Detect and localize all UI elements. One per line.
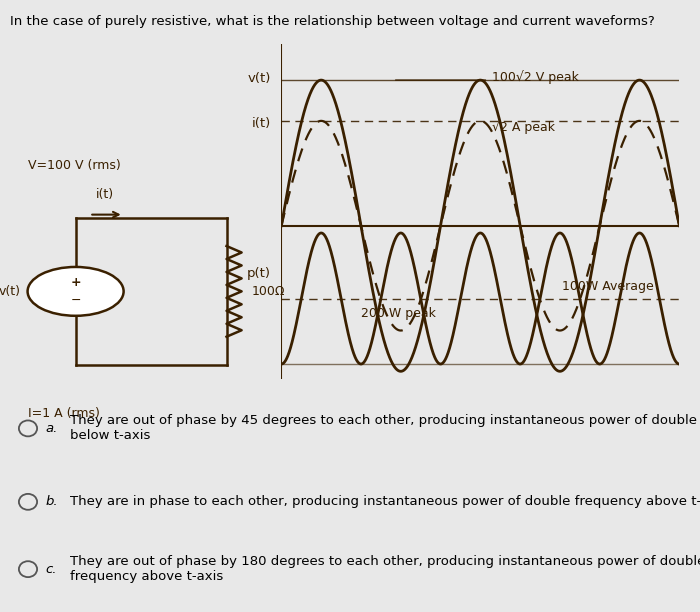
Text: p(t): p(t) bbox=[247, 267, 271, 280]
Text: They are out of phase by 180 degrees to each other, producing instantaneous powe: They are out of phase by 180 degrees to … bbox=[70, 555, 700, 583]
Text: b.: b. bbox=[46, 495, 58, 509]
Text: 200 W peak: 200 W peak bbox=[361, 307, 436, 319]
Text: 100√2 V peak: 100√2 V peak bbox=[492, 70, 579, 84]
Text: +: + bbox=[70, 276, 81, 289]
Text: V=100 V (rms): V=100 V (rms) bbox=[27, 159, 120, 173]
Text: In the case of purely resistive, what is the relationship between voltage and cu: In the case of purely resistive, what is… bbox=[10, 15, 655, 28]
Text: i(t): i(t) bbox=[252, 118, 271, 130]
Text: a.: a. bbox=[46, 422, 58, 435]
Text: v(t): v(t) bbox=[248, 72, 271, 85]
Text: 100W Average: 100W Average bbox=[562, 280, 654, 293]
Text: v(t): v(t) bbox=[0, 285, 21, 298]
Text: i(t): i(t) bbox=[96, 188, 114, 201]
Circle shape bbox=[27, 267, 124, 316]
Text: −: − bbox=[70, 294, 81, 307]
Text: c.: c. bbox=[46, 562, 57, 576]
Text: √2 A peak: √2 A peak bbox=[492, 120, 555, 133]
Text: I=1 A (rms): I=1 A (rms) bbox=[27, 407, 99, 420]
Text: They are in phase to each other, producing instantaneous power of double frequen: They are in phase to each other, produci… bbox=[70, 495, 700, 509]
Text: They are out of phase by 45 degrees to each other, producing instantaneous power: They are out of phase by 45 degrees to e… bbox=[70, 414, 700, 442]
Text: 100Ω: 100Ω bbox=[252, 285, 286, 298]
